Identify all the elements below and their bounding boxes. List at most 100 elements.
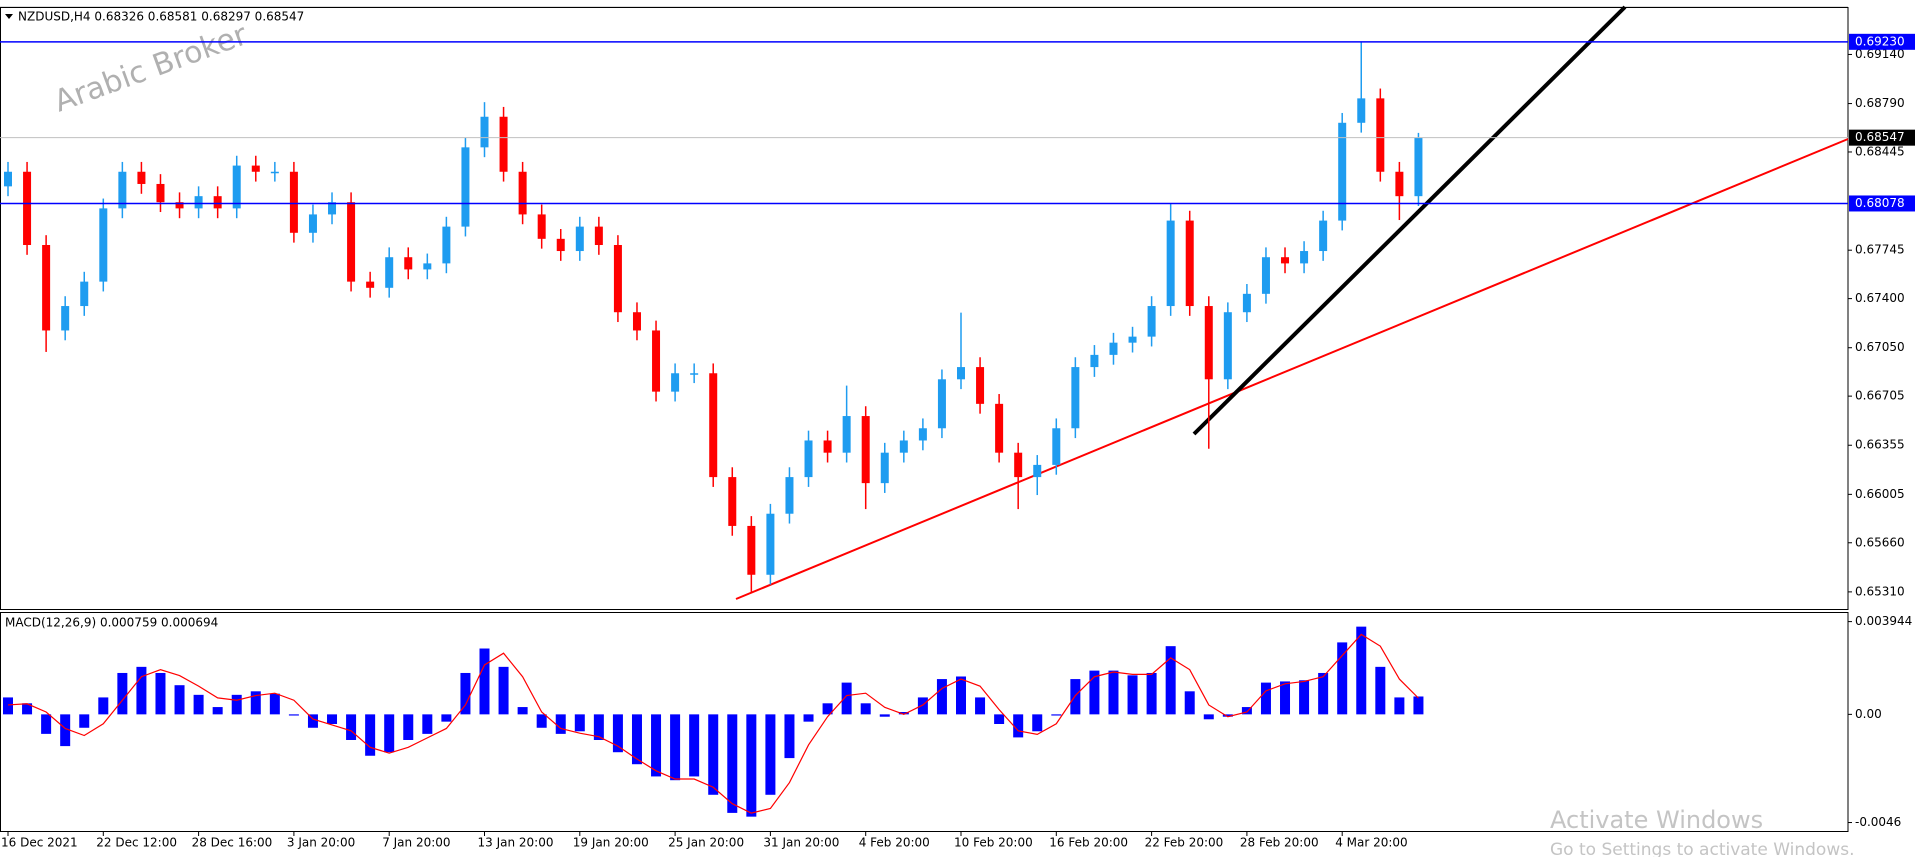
candle-body: [976, 367, 985, 404]
x-tick-label: 28 Feb 20:00: [1240, 836, 1319, 850]
candle-body: [118, 171, 127, 209]
macd-bar: [956, 676, 966, 715]
candle-body: [1128, 336, 1137, 343]
macd-bar: [784, 714, 795, 759]
candle-body: [4, 171, 12, 187]
candle-body: [1242, 293, 1251, 313]
macd-title: MACD(12,26,9) 0.000759 0.000694: [5, 616, 218, 630]
x-tick-label: 22 Dec 12:00: [96, 836, 177, 850]
macd-bar: [593, 714, 604, 740]
macd-bar: [212, 707, 223, 715]
macd-bar: [1184, 691, 1195, 715]
candle-body: [1033, 464, 1042, 478]
macd-bar: [479, 648, 490, 715]
candle-body: [213, 196, 222, 209]
macd-bar: [231, 694, 242, 715]
trend-line[interactable]: [1192, 5, 1627, 436]
macd-bar: [536, 714, 547, 728]
candle-body: [1109, 342, 1118, 355]
candle-body: [556, 238, 565, 252]
candle-body: [404, 257, 413, 270]
macd-bar: [936, 679, 947, 715]
y-tick-label: 0.66705: [1855, 389, 1905, 403]
macd-bar: [1146, 672, 1157, 715]
level-box: [1849, 195, 1915, 212]
candle-body: [1319, 220, 1328, 252]
candle-body: [518, 171, 527, 215]
candle-body: [899, 440, 908, 453]
candle-body: [194, 196, 203, 209]
candle-body: [175, 202, 184, 209]
candle-body: [918, 428, 927, 441]
macd-bar: [1337, 642, 1348, 715]
macd-panel-frame: [0, 612, 1849, 832]
macd-bar: [384, 714, 395, 753]
candle-body: [1052, 428, 1061, 465]
macd-bar: [460, 672, 471, 715]
macd-bar: [574, 714, 585, 732]
macd-bar: [1413, 696, 1424, 715]
macd-bar: [822, 703, 833, 715]
macd-bar: [346, 714, 357, 740]
candle-body: [1204, 306, 1213, 380]
candle-body: [1395, 171, 1404, 197]
macd-bar: [803, 714, 814, 722]
y-tick-label: 0.67745: [1855, 243, 1905, 257]
candle-body: [156, 183, 165, 203]
x-tick-label: 16 Dec 2021: [1, 836, 78, 850]
candle-body: [1090, 354, 1099, 368]
main-panel-frame: [0, 7, 1849, 610]
macd-bar: [1203, 714, 1214, 720]
y-tick-label: 0.68790: [1855, 96, 1905, 110]
chart-title: NZDUSD,H4 0.68326 0.68581 0.68297 0.6854…: [18, 10, 304, 24]
level-box: [1849, 33, 1915, 50]
candle-body: [480, 116, 489, 148]
candle-body: [842, 416, 851, 453]
candle-body: [1261, 257, 1270, 294]
x-tick-label: 16 Feb 20:00: [1049, 836, 1128, 850]
candle-body: [937, 379, 946, 429]
candle-body: [613, 245, 622, 313]
macd-bar: [22, 703, 33, 715]
macd-bar: [1070, 679, 1081, 715]
candle-body: [1014, 452, 1023, 478]
candle-body: [957, 367, 965, 380]
macd-bar: [498, 666, 509, 715]
candle-body: [423, 263, 432, 270]
candle-body: [1223, 312, 1232, 380]
candle-body: [366, 281, 375, 288]
y-tick-label: 0.67050: [1855, 340, 1905, 354]
macd-bar: [860, 703, 871, 715]
macd-bar: [517, 707, 528, 715]
macd-bar: [98, 697, 109, 715]
macd-bar: [879, 714, 890, 717]
macd-bar: [155, 672, 166, 715]
y-tick-label: 0.66005: [1855, 487, 1905, 501]
macd-bar: [898, 712, 909, 715]
x-tick-label: 4 Feb 20:00: [859, 836, 930, 850]
y-tick-label: 0.003944: [1855, 614, 1912, 628]
candle-body: [328, 202, 337, 215]
candle-body: [804, 440, 813, 478]
macd-bar: [1375, 666, 1386, 715]
candle-body: [709, 373, 718, 478]
macd-bar: [250, 691, 261, 715]
macd-bar: [327, 714, 338, 724]
collapse-icon[interactable]: [5, 14, 13, 19]
candle-body: [652, 330, 661, 392]
macd-bar: [41, 714, 52, 734]
trend-line[interactable]: [735, 138, 1849, 600]
x-tick-label: 13 Jan 20:00: [478, 836, 554, 850]
macd-bar: [975, 697, 986, 715]
last-price-box: [1849, 129, 1915, 146]
macd-bar: [1318, 672, 1329, 715]
macd-bar: [60, 714, 71, 747]
macd-bar: [1165, 646, 1176, 715]
macd-bar: [1394, 697, 1405, 715]
candle-body: [1338, 122, 1347, 221]
candle-body: [880, 452, 889, 484]
signal-line: [7, 633, 1419, 814]
activation-subtitle: Go to Settings to activate Windows.: [1550, 840, 1855, 857]
macd-bar: [689, 714, 700, 777]
